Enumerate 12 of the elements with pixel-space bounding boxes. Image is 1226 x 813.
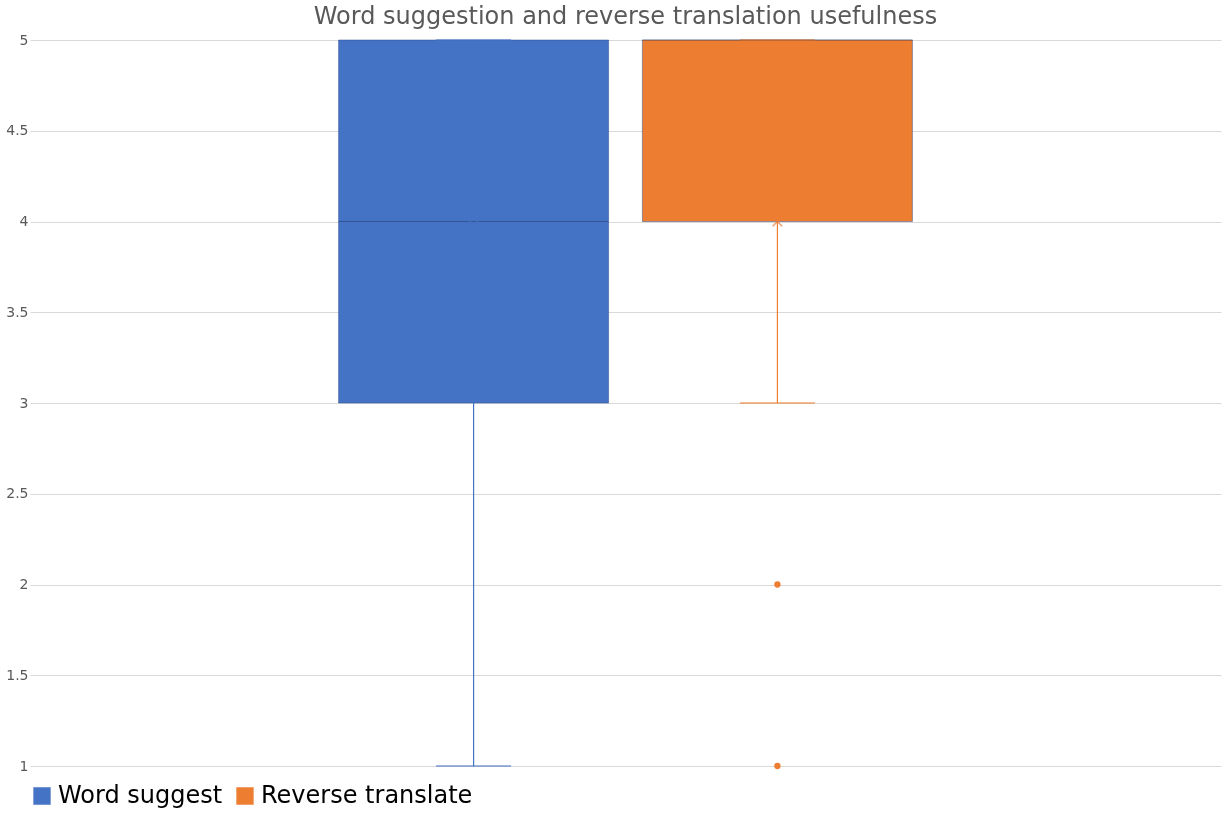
chart-title: Word suggestion and reverse translation usefulness xyxy=(313,2,938,30)
y-tick-label: 1 xyxy=(19,757,29,774)
y-tick-label: 4.5 xyxy=(6,122,29,139)
legend-label: Reverse translate xyxy=(261,781,473,809)
y-tick-label: 2 xyxy=(19,576,29,592)
y-tick-label: 2.5 xyxy=(6,485,29,502)
y-tick-label: 3 xyxy=(19,394,29,411)
y-tick-label: 3.5 xyxy=(6,303,29,320)
legend-label: Word suggest xyxy=(58,781,223,809)
y-tick-label: 1.5 xyxy=(6,666,29,683)
y-tick-label: 4 xyxy=(19,213,29,229)
y-tick-label: 5 xyxy=(19,31,29,48)
